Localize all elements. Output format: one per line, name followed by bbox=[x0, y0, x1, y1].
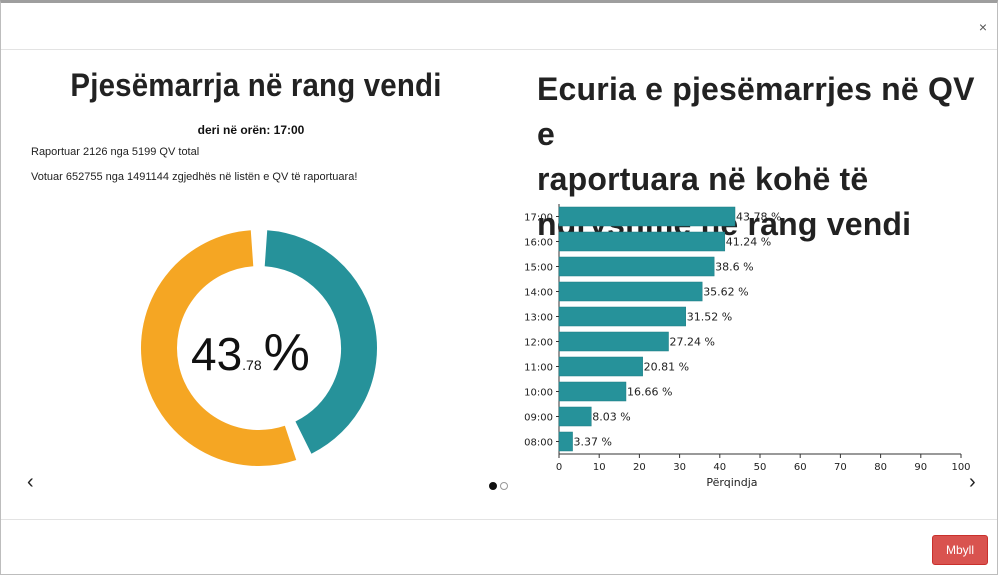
bar bbox=[558, 281, 703, 302]
category-label: 17:00 bbox=[524, 213, 553, 224]
bar bbox=[558, 206, 736, 227]
bar bbox=[558, 431, 573, 452]
time-subtitle: deri në orën: 17:00 bbox=[197, 123, 305, 137]
bar bbox=[558, 331, 669, 352]
footer-divider bbox=[1, 519, 997, 520]
percentage-integer: 43 bbox=[191, 328, 243, 380]
close-button[interactable]: Mbyll bbox=[932, 535, 988, 565]
right-title-line2: raportuara në kohë të bbox=[537, 161, 869, 197]
reported-text: Raportuar 2126 nga 5199 QV total bbox=[31, 146, 200, 158]
data-label: 16.66 % bbox=[627, 386, 672, 399]
carousel-dot-2[interactable] bbox=[500, 482, 508, 490]
bar bbox=[558, 256, 715, 277]
turnout-bar-chart: 17:00 43.78 % 16:00 41.24 % 15:00 38.6 % 14:00… bbox=[524, 204, 971, 489]
bar bbox=[558, 306, 686, 327]
donut-filled-arc bbox=[264, 230, 377, 454]
bar bbox=[558, 406, 592, 427]
participation-donut bbox=[131, 228, 387, 468]
x-tick-label: 40 bbox=[713, 462, 726, 473]
percent-sign: % bbox=[263, 324, 310, 382]
data-label: 41.24 % bbox=[726, 236, 771, 249]
prev-slide-icon[interactable]: ‹ bbox=[27, 471, 34, 493]
carousel-indicators bbox=[489, 477, 511, 495]
x-tick-label: 80 bbox=[874, 462, 887, 473]
data-label: 20.81 % bbox=[644, 361, 689, 374]
data-label: 3.37 % bbox=[574, 436, 612, 449]
right-title-line1: Ecuria e pjesëmarrjes në QV e bbox=[537, 71, 975, 152]
carousel-dot-1[interactable] bbox=[489, 482, 497, 490]
category-label: 08:00 bbox=[524, 438, 553, 449]
x-tick-label: 90 bbox=[914, 462, 927, 473]
data-label: 8.03 % bbox=[592, 411, 630, 424]
x-tick-label: 10 bbox=[593, 462, 606, 473]
bar bbox=[558, 356, 643, 377]
data-label: 35.62 % bbox=[703, 286, 748, 299]
participation-percentage: 43.78% bbox=[191, 323, 310, 383]
donut-remaining-arc bbox=[141, 230, 297, 466]
header-divider bbox=[1, 49, 997, 50]
category-label: 16:00 bbox=[524, 238, 553, 249]
category-label: 14:00 bbox=[524, 288, 553, 299]
data-label: 43.78 % bbox=[736, 211, 781, 224]
x-tick-label: 30 bbox=[673, 462, 686, 473]
category-label: 13:00 bbox=[524, 313, 553, 324]
percentage-decimal: .78 bbox=[242, 357, 262, 373]
x-tick-label: 0 bbox=[556, 462, 562, 473]
x-tick-label: 70 bbox=[834, 462, 847, 473]
next-slide-icon[interactable]: › bbox=[969, 471, 976, 493]
x-tick-label: 20 bbox=[633, 462, 646, 473]
category-label: 10:00 bbox=[524, 388, 553, 399]
bar bbox=[558, 231, 726, 252]
data-label: 27.24 % bbox=[670, 336, 715, 349]
data-label: 31.52 % bbox=[687, 311, 732, 324]
bar bbox=[558, 381, 627, 402]
x-tick-label: 100 bbox=[951, 462, 970, 473]
voted-text: Votuar 652755 nga 1491144 zgjedhës në li… bbox=[31, 171, 358, 183]
x-axis-title: Përqindja bbox=[706, 476, 757, 489]
x-tick-label: 50 bbox=[754, 462, 767, 473]
data-label: 38.6 % bbox=[715, 261, 753, 274]
category-label: 15:00 bbox=[524, 263, 553, 274]
left-title: Pjesëmarrja në rang vendi bbox=[70, 67, 442, 103]
x-tick-label: 60 bbox=[794, 462, 807, 473]
category-label: 12:00 bbox=[524, 338, 553, 349]
category-label: 09:00 bbox=[524, 413, 553, 424]
close-icon[interactable]: × bbox=[978, 19, 987, 35]
category-label: 11:00 bbox=[524, 363, 553, 374]
